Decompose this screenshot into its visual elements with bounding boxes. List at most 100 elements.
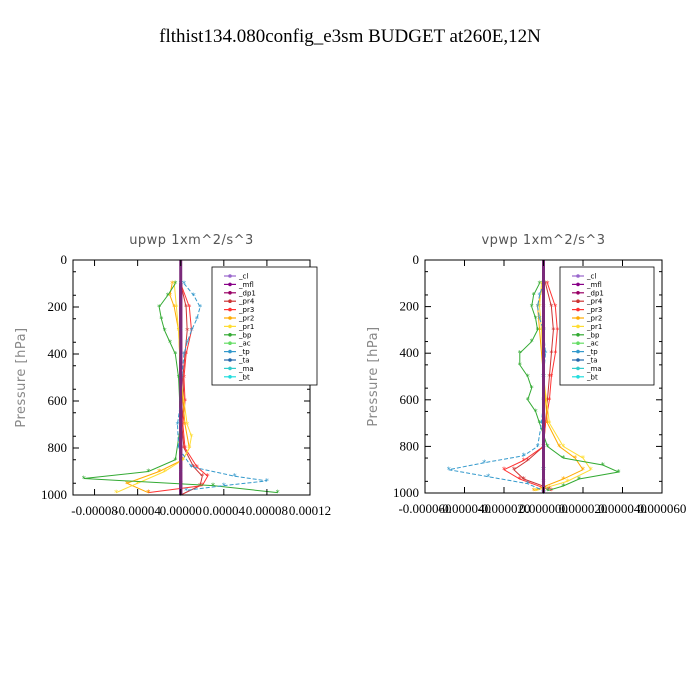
data-point: * <box>198 303 202 312</box>
data-point: * <box>547 396 551 405</box>
x-tick-label: 0.00000 <box>160 503 202 518</box>
data-point: * <box>190 432 194 441</box>
legend-marker <box>576 349 580 354</box>
data-point: * <box>549 487 553 496</box>
data-point: * <box>547 373 551 382</box>
legend-label: _dp1 <box>238 289 256 297</box>
legend-marker <box>228 349 232 354</box>
data-point: * <box>183 421 187 430</box>
data-point: * <box>530 338 534 347</box>
x-tick-label: 0.000000 <box>519 501 568 516</box>
data-point: * <box>526 373 530 382</box>
data-point: * <box>536 303 540 312</box>
legend-marker <box>228 366 232 371</box>
data-point: * <box>172 280 176 289</box>
x-tick-label: -0.000020 <box>477 501 530 516</box>
x-tick-label: 0.000040 <box>598 501 647 516</box>
legend-marker <box>228 299 232 304</box>
legend-label: _ac <box>238 340 251 348</box>
y-tick-label: 1000 <box>393 485 419 500</box>
data-point: * <box>177 444 181 453</box>
legend-marker <box>576 274 580 278</box>
data-point: * <box>170 280 174 289</box>
data-point: * <box>545 419 549 428</box>
data-point: * <box>536 326 540 335</box>
panel-title: upwp 1xm^2/s^3 <box>129 233 254 248</box>
legend-label: _bp <box>586 331 600 339</box>
legend-label: _pr4 <box>238 298 255 306</box>
data-point: * <box>195 463 199 472</box>
data-point: * <box>512 466 516 475</box>
legend-label: _ma <box>238 365 254 373</box>
legend-label: _tp <box>586 348 598 356</box>
data-point: * <box>206 472 210 481</box>
legend-label: _mfl <box>586 281 602 289</box>
series-line <box>125 283 190 494</box>
data-point: * <box>184 350 188 359</box>
legend-label: _pr3 <box>238 306 254 314</box>
data-point: * <box>543 349 547 358</box>
legend-marker <box>228 333 232 337</box>
data-point: * <box>163 327 167 336</box>
data-point: * <box>555 326 559 335</box>
data-point: * <box>159 315 163 324</box>
legend-marker <box>576 282 580 287</box>
data-point: * <box>184 303 188 312</box>
legend-entry: _pr4 <box>572 298 603 306</box>
data-point: * <box>545 396 549 405</box>
data-point: * <box>617 468 621 477</box>
legend-entry: _pr2 <box>224 315 254 323</box>
data-point: * <box>157 468 161 477</box>
legend-marker <box>228 324 232 329</box>
data-point: * <box>522 456 526 465</box>
data-point: * <box>222 482 226 491</box>
panel-title: vpwp 1xm^2/s^3 <box>481 233 605 248</box>
legend-label: _pr4 <box>586 298 603 306</box>
data-point: * <box>168 291 172 300</box>
legend-marker <box>228 375 232 379</box>
data-point: * <box>536 442 540 451</box>
data-point: * <box>549 373 553 382</box>
legend-marker <box>576 324 580 329</box>
data-point: * <box>561 454 565 463</box>
legend: _cl_mfl_dp1_pr4_pr3_pr2_pr1_bp_ac_tp_ta_… <box>559 266 655 386</box>
legend-entry: _pr3 <box>572 306 602 314</box>
legend-marker <box>576 316 580 320</box>
data-point: * <box>543 279 547 288</box>
data-point: * <box>543 419 547 428</box>
legend-entry: _pr3 <box>224 306 254 314</box>
series-line <box>115 283 193 494</box>
legend-label: _ac <box>586 340 599 348</box>
legend-entry: _dp1 <box>572 289 604 297</box>
legend-label: _cl <box>238 273 248 281</box>
legend-entry: _bt <box>224 373 250 381</box>
data-point: * <box>547 484 551 493</box>
legend-marker <box>576 375 580 379</box>
data-point: * <box>551 326 555 335</box>
data-point: * <box>577 475 581 484</box>
y-tick-label: 600 <box>400 392 420 407</box>
data-point: * <box>532 291 536 300</box>
series-line <box>519 283 621 492</box>
data-point: * <box>157 303 161 312</box>
legend-entry: _ta <box>572 357 598 365</box>
data-point: * <box>589 466 593 475</box>
legend-entry: _pr1 <box>572 323 602 331</box>
series-bp: ******************** <box>518 279 621 495</box>
legend-label: _mfl <box>238 281 254 289</box>
legend-marker <box>576 291 580 295</box>
data-point: * <box>573 454 577 463</box>
data-point: * <box>538 303 542 312</box>
y-tick-label: 400 <box>400 345 420 360</box>
data-point: * <box>181 421 185 430</box>
data-point: * <box>182 444 186 453</box>
legend-marker <box>576 358 580 362</box>
legend-label: _pr3 <box>586 306 602 314</box>
legend-entry: _mfl <box>224 281 254 289</box>
legend-label: _bp <box>238 331 252 339</box>
legend-entry: _bp <box>572 331 600 339</box>
data-point: * <box>168 338 172 347</box>
